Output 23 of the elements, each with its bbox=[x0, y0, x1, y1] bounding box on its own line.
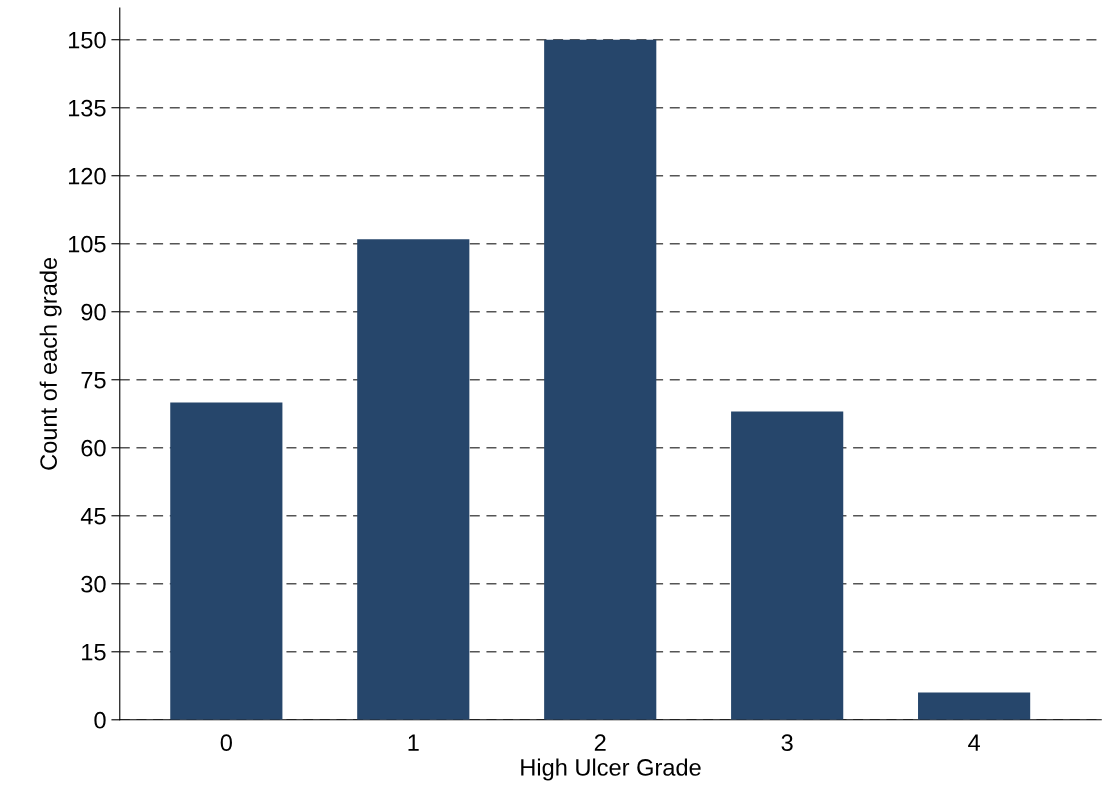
y-tick-label: 150 bbox=[68, 31, 106, 49]
x-tick-label: 3 bbox=[781, 734, 793, 752]
y-tick-label: 75 bbox=[81, 372, 106, 389]
y-tick-label: 105 bbox=[68, 235, 106, 253]
y-axis-title: Count of each grade bbox=[39, 257, 62, 470]
x-tick-label: 4 bbox=[968, 734, 980, 751]
y-tick-label: 90 bbox=[81, 303, 106, 321]
y-tick-label: 120 bbox=[68, 167, 106, 185]
x-axis-title: High Ulcer Grade bbox=[521, 758, 701, 781]
bar bbox=[170, 402, 283, 720]
bar bbox=[918, 692, 1031, 720]
y-tick-label: 0 bbox=[94, 711, 106, 729]
x-tick-label: 0 bbox=[220, 734, 232, 752]
x-tick-label: 1 bbox=[408, 734, 419, 751]
y-tick-label: 60 bbox=[81, 439, 106, 457]
bar bbox=[731, 411, 844, 720]
y-tick-label: 30 bbox=[81, 575, 106, 593]
bar bbox=[357, 239, 470, 720]
y-tick-label: 15 bbox=[82, 644, 106, 661]
y-tick-label: 45 bbox=[80, 508, 106, 525]
y-tick-label: 135 bbox=[68, 99, 106, 117]
x-tick-label: 2 bbox=[594, 734, 606, 751]
bar bbox=[544, 39, 657, 720]
